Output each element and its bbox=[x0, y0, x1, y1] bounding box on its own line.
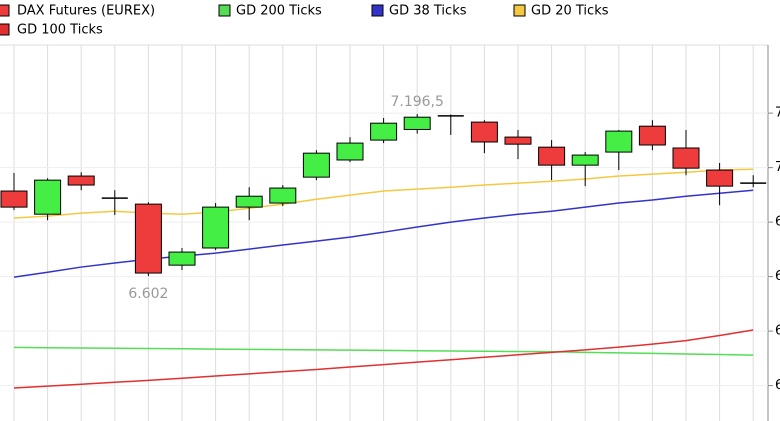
candle-body bbox=[235, 195, 263, 208]
y-tick-label: 6 bbox=[775, 269, 780, 284]
legend-swatch bbox=[371, 4, 384, 17]
candle-body bbox=[0, 190, 28, 208]
candle-body bbox=[269, 187, 297, 204]
line-series bbox=[13, 329, 754, 389]
legend-swatch bbox=[0, 4, 10, 17]
candle-body bbox=[67, 175, 95, 186]
candle-body bbox=[638, 125, 666, 146]
candle-body bbox=[605, 130, 633, 153]
y-tick-label: 6 bbox=[775, 215, 780, 230]
y-tick-label: 6 bbox=[775, 378, 780, 393]
legend-label: GD 200 Ticks bbox=[236, 4, 322, 19]
candle-body bbox=[134, 203, 162, 274]
legend-swatch bbox=[0, 23, 10, 36]
candle-body bbox=[370, 122, 398, 141]
candle-body bbox=[538, 146, 566, 166]
candle-body bbox=[672, 147, 700, 169]
y-tick-label: 7 bbox=[775, 160, 780, 175]
high-label: 7.196,5 bbox=[390, 94, 443, 110]
legend-swatch bbox=[513, 4, 526, 17]
y-tick-label: 7 bbox=[775, 106, 780, 121]
legend-label: GD 20 Ticks bbox=[531, 4, 609, 19]
candle-body bbox=[470, 121, 498, 143]
legend-label: GD 100 Ticks bbox=[17, 23, 103, 38]
candle-body bbox=[202, 206, 230, 249]
legend-label: GD 38 Ticks bbox=[389, 4, 467, 19]
candle-body bbox=[34, 179, 62, 215]
low-label: 6.602 bbox=[128, 286, 168, 302]
candle-body bbox=[302, 152, 330, 178]
candle-body bbox=[571, 154, 599, 166]
y-tick-label: 6 bbox=[775, 324, 780, 339]
legend-swatch bbox=[218, 4, 231, 17]
legend-label: DAX Futures (EUREX) bbox=[17, 4, 155, 19]
line-series bbox=[13, 346, 754, 356]
candle-body bbox=[706, 169, 734, 187]
candle-body bbox=[403, 116, 431, 130]
candle-body bbox=[336, 142, 364, 161]
candle-body bbox=[168, 251, 196, 266]
candle-body bbox=[504, 136, 532, 145]
